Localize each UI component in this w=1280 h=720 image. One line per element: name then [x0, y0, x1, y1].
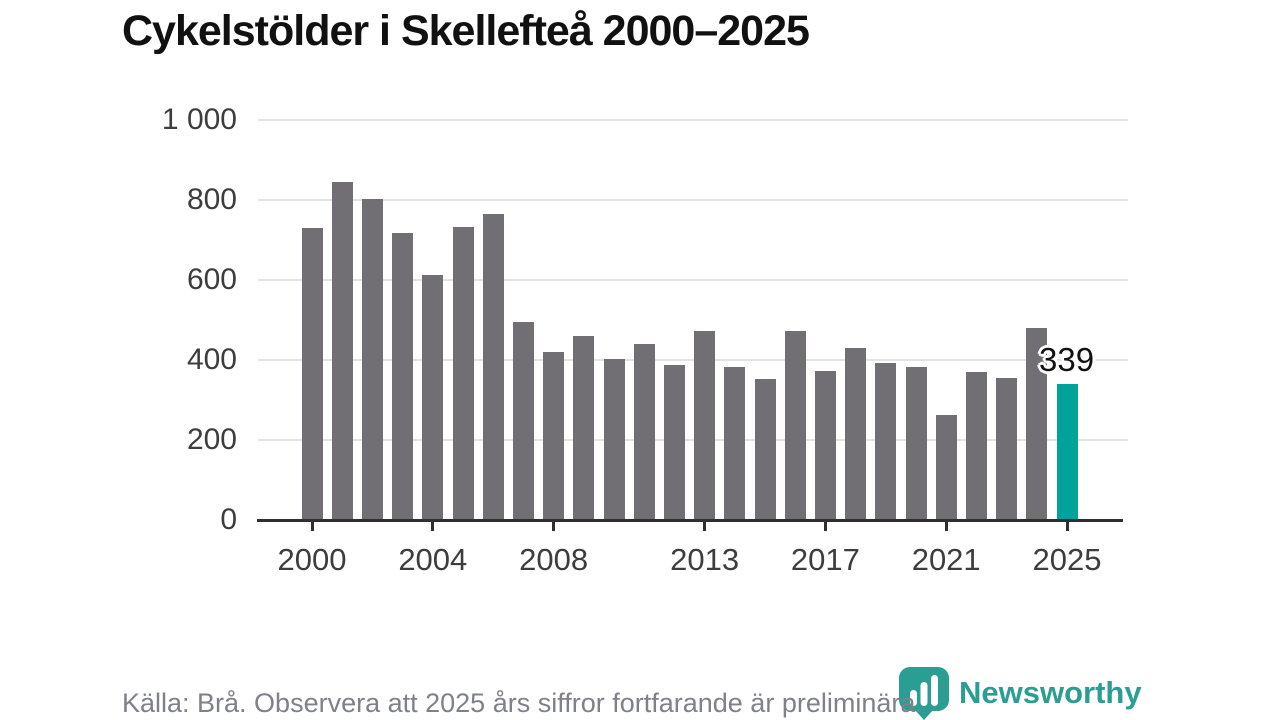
- x-axis-tick-label-2013: 2013: [670, 542, 740, 577]
- newsworthy-logo[interactable]: Newsworthy: [898, 665, 1142, 720]
- gridline-400: [258, 359, 1128, 361]
- bar-2015: [754, 379, 776, 520]
- bar-2022: [965, 372, 987, 520]
- bar-2004: [422, 275, 444, 520]
- x-axis-tick-label-2008: 2008: [519, 542, 589, 577]
- bar-2023: [996, 378, 1018, 520]
- newsworthy-logo-text: Newsworthy: [959, 675, 1142, 710]
- bar-2020: [905, 367, 927, 520]
- chart-title: Cykelstölder i Skellefteå 2000–2025: [122, 7, 810, 55]
- y-axis-tick-label-200: 200: [186, 423, 237, 456]
- x-axis-tick-2025: [1065, 522, 1069, 531]
- x-axis-tick-2000: [310, 522, 314, 531]
- bar-2025: [1056, 384, 1078, 520]
- bar-2009: [573, 336, 595, 520]
- bar-2006: [482, 214, 504, 520]
- bar-2016: [784, 331, 806, 520]
- bar-2019: [875, 363, 897, 520]
- x-axis-tick-label-2025: 2025: [1032, 542, 1102, 577]
- source-note: Källa: Brå. Observera att 2025 års siffr…: [122, 688, 923, 718]
- bar-2005: [452, 227, 474, 520]
- bar-2011: [633, 344, 655, 520]
- bar-2024: [1026, 328, 1048, 520]
- x-axis-tick-label-2017: 2017: [790, 542, 860, 577]
- bar-2010: [603, 359, 625, 520]
- gridline-600: [258, 279, 1128, 281]
- bar-2021: [935, 415, 957, 520]
- x-axis-tick-label-2021: 2021: [911, 542, 981, 577]
- bar-2001: [331, 182, 353, 520]
- y-axis-tick-label-400: 400: [186, 343, 237, 376]
- bar-2013: [694, 331, 716, 520]
- bar-2017: [814, 371, 836, 520]
- bar-2003: [392, 233, 414, 520]
- x-axis-tick-label-2000: 2000: [277, 542, 347, 577]
- bar-2000: [301, 228, 323, 520]
- gridline-1000: [258, 119, 1128, 121]
- highlight-value-label: 339: [1039, 341, 1095, 378]
- bar-2012: [663, 365, 685, 520]
- bar-2007: [512, 322, 534, 520]
- bar-2002: [361, 199, 383, 520]
- x-axis-tick-2021: [944, 522, 948, 531]
- newsworthy-pin-icon: [899, 667, 949, 720]
- bar-2014: [724, 367, 746, 520]
- y-axis-tick-label-0: 0: [220, 503, 237, 536]
- x-axis-tick-2008: [552, 522, 556, 531]
- y-axis-tick-label-800: 800: [186, 183, 237, 216]
- y-axis-tick-label-1000: 1 000: [161, 103, 237, 136]
- x-axis-tick-2017: [823, 522, 827, 531]
- bar-2018: [845, 348, 867, 520]
- y-axis-tick-label-600: 600: [186, 263, 237, 296]
- gridline-800: [258, 199, 1128, 201]
- x-axis-tick-2004: [431, 522, 435, 531]
- x-axis-tick-label-2004: 2004: [398, 542, 468, 577]
- bar-2008: [543, 352, 565, 520]
- x-axis-line: [257, 519, 1123, 522]
- x-axis-tick-2013: [703, 522, 707, 531]
- gridline-200: [258, 439, 1128, 441]
